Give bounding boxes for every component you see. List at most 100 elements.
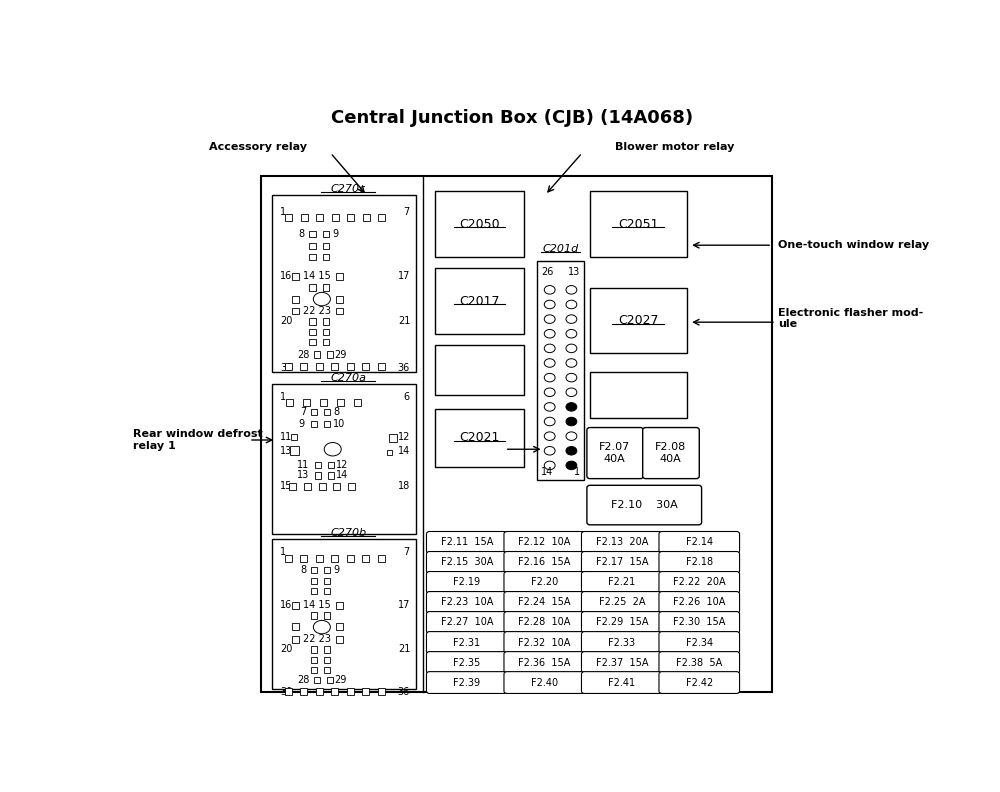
Text: F2.12  10A: F2.12 10A [518, 538, 570, 547]
Circle shape [566, 359, 577, 367]
Circle shape [544, 417, 555, 426]
Text: 30: 30 [280, 363, 292, 372]
Bar [337, 399, 344, 406]
Text: C2051: C2051 [618, 218, 658, 231]
Bar [292, 307, 299, 314]
Bar [378, 554, 385, 562]
Bar [309, 339, 316, 345]
Text: F2.13  20A: F2.13 20A [596, 538, 648, 547]
Text: 29: 29 [334, 349, 347, 360]
Bar [319, 483, 326, 490]
Text: Accessory relay: Accessory relay [209, 143, 307, 152]
Bar [285, 215, 292, 221]
Circle shape [544, 329, 555, 338]
Text: C270a: C270a [330, 372, 366, 383]
Bar [435, 192, 524, 257]
Text: F2.08
40A: F2.08 40A [655, 442, 686, 464]
Text: F2.29  15A: F2.29 15A [596, 618, 648, 627]
FancyBboxPatch shape [581, 531, 662, 554]
Text: 20: 20 [280, 645, 292, 654]
FancyBboxPatch shape [504, 652, 585, 673]
Text: 7: 7 [403, 547, 409, 558]
FancyBboxPatch shape [581, 672, 662, 694]
Circle shape [566, 388, 577, 397]
Bar [324, 409, 330, 415]
Text: F2.31: F2.31 [453, 638, 480, 648]
FancyBboxPatch shape [504, 572, 585, 593]
Bar [309, 243, 316, 249]
Text: C270c: C270c [331, 184, 366, 194]
Bar [286, 399, 293, 406]
Bar [331, 688, 338, 695]
Text: 13: 13 [280, 446, 292, 455]
FancyBboxPatch shape [581, 652, 662, 673]
FancyBboxPatch shape [581, 631, 662, 653]
Bar [300, 554, 307, 562]
Text: 13: 13 [568, 267, 580, 277]
Text: F2.34: F2.34 [686, 638, 713, 648]
Bar [292, 635, 299, 642]
Circle shape [544, 402, 555, 411]
Text: 1: 1 [280, 207, 286, 217]
Text: 18: 18 [398, 482, 410, 491]
Text: F2.19: F2.19 [453, 577, 480, 588]
Text: 9: 9 [334, 565, 340, 575]
Text: F2.35: F2.35 [453, 657, 480, 668]
FancyBboxPatch shape [659, 631, 740, 653]
Text: Blower motor relay: Blower motor relay [615, 143, 734, 152]
Text: 29: 29 [334, 676, 347, 685]
Text: F2.37  15A: F2.37 15A [596, 657, 648, 668]
Bar [378, 215, 385, 221]
Text: 9: 9 [332, 229, 338, 238]
Bar [309, 318, 316, 325]
Bar [316, 688, 323, 695]
Text: F2.40: F2.40 [531, 677, 558, 687]
Bar [537, 261, 584, 480]
Circle shape [313, 620, 330, 634]
Text: F2.25  2A: F2.25 2A [599, 597, 645, 607]
Bar [336, 307, 343, 314]
Circle shape [566, 373, 577, 382]
Text: F2.41: F2.41 [608, 677, 635, 687]
Text: 16: 16 [280, 600, 292, 610]
Text: F2.24  15A: F2.24 15A [518, 597, 571, 607]
Text: F2.23  10A: F2.23 10A [441, 597, 493, 607]
Circle shape [566, 417, 577, 426]
Bar [323, 243, 329, 249]
Text: 10: 10 [333, 419, 345, 428]
Bar [387, 450, 392, 455]
FancyBboxPatch shape [581, 611, 662, 634]
Bar [324, 646, 330, 653]
FancyBboxPatch shape [504, 672, 585, 694]
FancyBboxPatch shape [426, 551, 507, 573]
Bar [324, 657, 330, 664]
Bar [311, 567, 317, 573]
Bar [347, 554, 354, 562]
Bar [311, 578, 317, 584]
Circle shape [544, 344, 555, 352]
Text: 11: 11 [280, 432, 292, 442]
FancyBboxPatch shape [581, 551, 662, 573]
FancyBboxPatch shape [659, 672, 740, 694]
Bar [272, 384, 416, 534]
FancyBboxPatch shape [426, 652, 507, 673]
FancyBboxPatch shape [581, 592, 662, 613]
Bar [285, 554, 292, 562]
Bar [590, 192, 687, 257]
Bar [328, 472, 334, 478]
Text: F2.32  10A: F2.32 10A [518, 638, 570, 648]
Text: F2.18: F2.18 [686, 558, 713, 567]
FancyBboxPatch shape [659, 611, 740, 634]
Text: F2.16  15A: F2.16 15A [518, 558, 570, 567]
Text: 1: 1 [280, 392, 286, 402]
Bar [347, 688, 354, 695]
Circle shape [544, 286, 555, 294]
FancyBboxPatch shape [659, 531, 740, 554]
Bar [354, 399, 361, 406]
Bar [309, 284, 316, 291]
Text: F2.28  10A: F2.28 10A [518, 618, 570, 627]
FancyBboxPatch shape [504, 592, 585, 613]
Bar [331, 363, 338, 370]
Text: F2.10    30A: F2.10 30A [611, 501, 678, 511]
Text: F2.22  20A: F2.22 20A [673, 577, 726, 588]
